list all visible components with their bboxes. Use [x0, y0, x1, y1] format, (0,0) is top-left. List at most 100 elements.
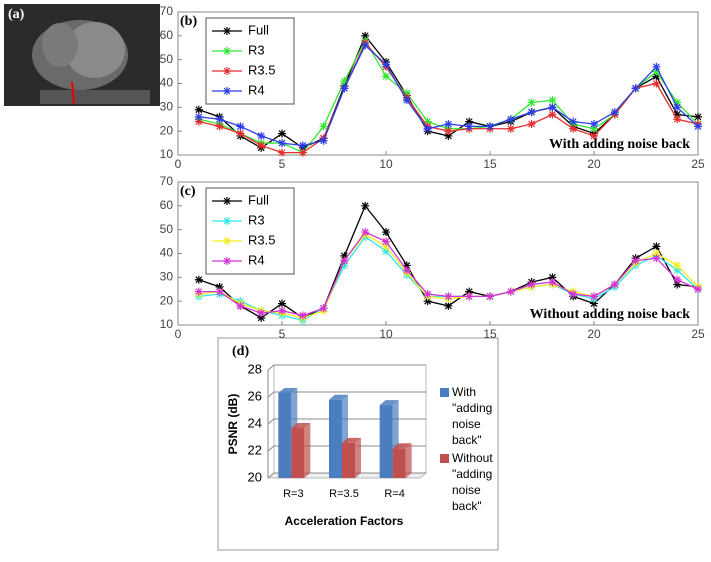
bar — [342, 442, 355, 478]
point-marker — [652, 62, 661, 71]
y-tick-label: 50 — [160, 52, 174, 66]
x-tick-label: 0 — [175, 157, 182, 171]
grid-line — [267, 364, 426, 371]
point-marker — [590, 299, 598, 308]
image-marker — [71, 81, 75, 105]
x-tick-label: 20 — [587, 157, 601, 171]
y-tick-label: 40 — [160, 76, 174, 90]
point-marker — [423, 290, 432, 299]
point-marker — [298, 141, 307, 150]
point-marker — [236, 129, 245, 138]
x-axis-label: Acceleration Factors — [285, 514, 404, 528]
point-marker — [465, 122, 474, 131]
point-marker — [402, 89, 411, 98]
legend-label: Full — [248, 192, 269, 207]
point-marker — [340, 251, 349, 260]
point-marker — [590, 131, 598, 140]
point-marker — [506, 287, 515, 296]
legend-label: Without "adding noise back" — [452, 451, 493, 510]
point-marker — [257, 313, 266, 322]
legend-label: R4 — [248, 82, 265, 97]
point-marker — [673, 280, 682, 289]
point-marker — [340, 256, 349, 265]
bar-side — [405, 443, 412, 478]
y-tick-label: 28 — [248, 361, 262, 376]
point-marker — [402, 266, 411, 275]
y-tick-label: 10 — [160, 317, 174, 331]
bar-top — [329, 394, 348, 400]
y-tick-label: 70 — [160, 174, 174, 188]
bar — [278, 392, 292, 478]
point-marker — [194, 117, 203, 126]
point-marker — [631, 256, 640, 265]
legend-swatch — [440, 454, 449, 463]
point-marker — [194, 105, 203, 114]
x-tick-label: 15 — [483, 327, 497, 341]
point-marker — [194, 112, 203, 121]
legend-box — [205, 187, 295, 275]
x-tick-label: 25 — [691, 157, 705, 171]
point-marker — [382, 72, 390, 81]
point-marker — [236, 301, 245, 310]
legend-marker — [223, 237, 231, 245]
point-marker — [319, 304, 328, 313]
panel-label: (c) — [180, 184, 196, 199]
bar-side — [304, 423, 311, 478]
bar — [392, 448, 406, 478]
mri-image: (a) — [4, 4, 160, 106]
legend-marker — [223, 257, 231, 265]
y-axis-label: PSNR (dB) — [226, 394, 240, 455]
x-tick-label: 5 — [279, 157, 286, 171]
point-marker — [361, 228, 370, 237]
legend-label: R3 — [248, 42, 265, 57]
x-tick-label: 10 — [379, 327, 393, 341]
point-marker — [548, 103, 557, 112]
point-marker — [590, 292, 598, 301]
y-tick-label: 20 — [248, 469, 262, 484]
point-marker — [194, 275, 203, 284]
point-marker — [548, 278, 557, 287]
legend-label: R4 — [248, 252, 265, 267]
point-marker — [610, 108, 619, 117]
point-marker — [631, 84, 640, 93]
point-marker — [236, 122, 245, 131]
point-marker — [257, 141, 266, 150]
point-marker — [423, 297, 432, 306]
y-tick-label: 22 — [248, 442, 262, 457]
legend-marker — [223, 217, 231, 225]
point-marker — [673, 110, 682, 119]
y-tick-label: 24 — [248, 415, 262, 430]
point-marker — [694, 122, 702, 131]
point-marker — [278, 306, 286, 315]
point-marker — [423, 117, 432, 126]
point-marker — [673, 98, 682, 107]
point-marker — [486, 292, 494, 301]
point-marker — [340, 77, 349, 86]
bar-top — [342, 437, 361, 443]
image-shape — [40, 90, 150, 104]
point-marker — [444, 120, 453, 129]
legend-marker — [223, 197, 231, 205]
x-tick-label: 5 — [279, 327, 286, 341]
panel-label: (b) — [180, 14, 197, 29]
legend-label: R3 — [248, 212, 265, 227]
x-tick-label: R=4 — [384, 488, 405, 500]
y-tick-label: 60 — [160, 198, 174, 212]
point-marker — [590, 120, 598, 129]
y-tick-label: 10 — [160, 147, 174, 161]
point-marker — [257, 309, 266, 318]
bar — [329, 399, 342, 478]
bar-side — [355, 437, 361, 478]
y-tick-label: 20 — [160, 293, 174, 307]
point-marker — [444, 127, 453, 136]
annotation: Without adding noise back — [530, 307, 691, 322]
legend-marker — [223, 47, 231, 55]
point-marker — [673, 103, 682, 112]
point-marker — [444, 292, 453, 301]
point-marker — [278, 299, 286, 308]
legend-marker — [223, 87, 231, 95]
x-tick-label: 20 — [587, 327, 601, 341]
bar-top — [291, 423, 311, 429]
x-tick-label: R=3.5 — [329, 488, 359, 500]
point-marker — [652, 72, 661, 81]
